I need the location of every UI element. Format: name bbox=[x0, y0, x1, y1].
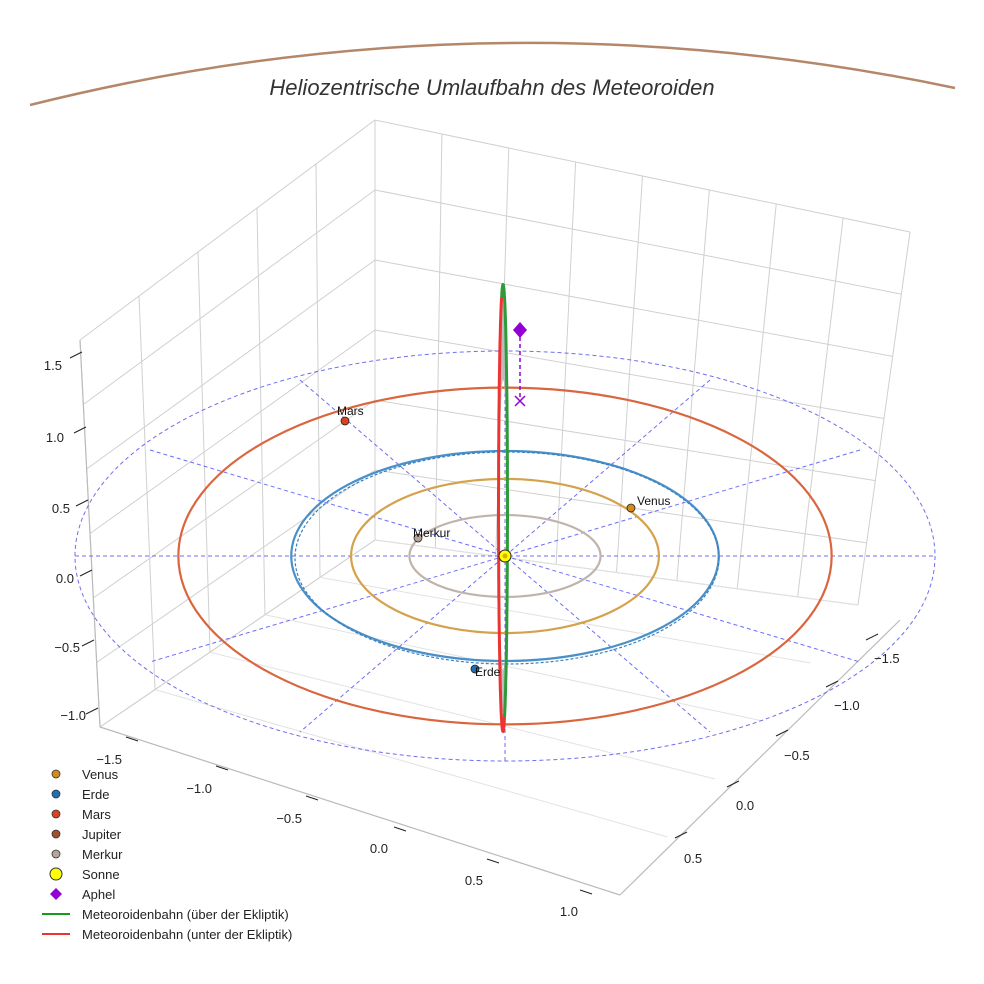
x-tick: −0.5 bbox=[276, 811, 302, 826]
x-tick: 1.0 bbox=[560, 904, 578, 919]
ecliptic-grid-line bbox=[299, 379, 711, 733]
planet-label-erde: Erde bbox=[475, 665, 501, 679]
aphel-marker bbox=[513, 322, 527, 338]
grid-line bbox=[96, 469, 376, 663]
y-tick: −0.5 bbox=[784, 748, 810, 763]
legend-label: Aphel bbox=[82, 887, 115, 902]
legend-marker bbox=[51, 789, 61, 799]
planet-mars bbox=[340, 416, 350, 426]
y-tick: 0.0 bbox=[736, 798, 754, 813]
planet-venus bbox=[626, 503, 636, 513]
legend-label: Sonne bbox=[82, 867, 120, 882]
z-tick-mark bbox=[75, 499, 89, 507]
grid-line bbox=[374, 259, 893, 357]
jupiter-orbit-arc bbox=[29, 41, 956, 107]
x-tick-mark bbox=[215, 765, 229, 771]
z-tick-mark bbox=[69, 351, 83, 359]
ecliptic-grid-line bbox=[299, 379, 711, 733]
legend-label: Meteoroidenbahn (über der Ekliptik) bbox=[82, 907, 289, 922]
meteoroid-orbit-above bbox=[500, 282, 509, 719]
y-axis-ticks: −1.5 −1.0 −0.5 0.0 0.5 bbox=[684, 651, 900, 866]
legend-label: Erde bbox=[82, 787, 109, 802]
z-axis-line bbox=[79, 339, 101, 728]
chart-title: Heliozentrische Umlaufbahn des Meteoroid… bbox=[269, 75, 714, 100]
x-tick-mark bbox=[393, 826, 407, 832]
z-tick: −0.5 bbox=[54, 640, 80, 655]
grid-line bbox=[374, 189, 902, 295]
y-tick-mark bbox=[674, 831, 688, 839]
plot-area: Venus Erde Mars Merkur bbox=[74, 282, 936, 762]
floor-grid-line bbox=[209, 651, 716, 780]
legend-marker bbox=[49, 867, 63, 881]
y-tick-mark bbox=[865, 633, 879, 641]
z-tick-mark bbox=[81, 639, 95, 647]
orbit-merkur bbox=[408, 513, 602, 599]
legend: Venus Erde Mars Jupiter Merkur Sonne Aphel Mete… bbox=[42, 767, 292, 942]
legend-label: Jupiter bbox=[82, 827, 122, 842]
z-tick-mark bbox=[79, 569, 93, 577]
legend-label: Merkur bbox=[82, 847, 123, 862]
y-tick: −1.0 bbox=[834, 698, 860, 713]
planet-label-merkur: Merkur bbox=[413, 526, 450, 540]
y-axis-line bbox=[619, 619, 901, 896]
legend-marker bbox=[51, 849, 61, 859]
orbit-venus bbox=[350, 477, 660, 635]
grid-line bbox=[86, 259, 376, 470]
legend-label: Venus bbox=[82, 767, 119, 782]
x-tick: −1.0 bbox=[186, 781, 212, 796]
x-tick-mark bbox=[486, 858, 500, 864]
legend-marker bbox=[51, 769, 61, 779]
y-tick-mark bbox=[726, 780, 740, 788]
grid-line bbox=[374, 119, 911, 233]
axis-panes bbox=[69, 119, 911, 896]
x-tick-mark bbox=[579, 889, 593, 895]
planet-label-mars: Mars bbox=[337, 404, 364, 418]
x-axis-line bbox=[99, 726, 621, 896]
z-tick: 1.5 bbox=[44, 358, 62, 373]
planet-label-venus: Venus bbox=[637, 494, 670, 508]
x-axis-ticks: −1.5 −1.0 −0.5 0.0 0.5 1.0 bbox=[96, 752, 578, 919]
floor-grid-line bbox=[374, 539, 859, 606]
grid-line bbox=[374, 329, 885, 419]
ecliptic-grid-line bbox=[149, 449, 861, 663]
z-tick: 0.5 bbox=[52, 501, 70, 516]
floor-grid-line bbox=[319, 576, 811, 664]
y-tick-mark bbox=[825, 680, 839, 688]
y-tick: −1.5 bbox=[874, 651, 900, 666]
grid-line bbox=[99, 539, 376, 728]
legend-marker bbox=[51, 829, 61, 839]
grid-line bbox=[79, 119, 376, 341]
planet-erde bbox=[470, 664, 480, 674]
legend-label: Meteoroidenbahn (unter der Ekliptik) bbox=[82, 927, 292, 942]
legend-marker bbox=[50, 888, 62, 900]
grid-line bbox=[93, 399, 376, 599]
planet-merkur bbox=[413, 533, 423, 543]
x-tick-mark bbox=[125, 736, 139, 742]
grid-line bbox=[83, 189, 376, 405]
legend-label: Mars bbox=[82, 807, 111, 822]
sun-core bbox=[502, 553, 508, 559]
legend-marker bbox=[51, 809, 61, 819]
grid-line bbox=[89, 329, 376, 534]
axis-ticks: 1.5 1.0 0.5 0.0 −0.5 −1.0 −1.5 −1.0 −0.5… bbox=[44, 358, 900, 919]
y-tick-mark bbox=[775, 729, 789, 737]
meteoroid-orbit-below bbox=[497, 297, 506, 734]
x-tick: 0.0 bbox=[370, 841, 388, 856]
ecliptic-grid-line bbox=[149, 449, 861, 663]
z-tick: 1.0 bbox=[46, 430, 64, 445]
x-tick-mark bbox=[305, 795, 319, 801]
z-tick: −1.0 bbox=[60, 708, 86, 723]
z-tick-mark bbox=[73, 426, 87, 434]
x-tick: 0.5 bbox=[465, 873, 483, 888]
z-tick: 0.0 bbox=[56, 571, 74, 586]
floor-grid-line bbox=[264, 614, 763, 722]
floor-grid-line bbox=[154, 689, 668, 838]
grid-line bbox=[374, 399, 876, 482]
x-tick: −1.5 bbox=[96, 752, 122, 767]
aphel-projection-marker bbox=[514, 395, 526, 407]
y-tick: 0.5 bbox=[684, 851, 702, 866]
z-tick-mark bbox=[85, 707, 99, 715]
z-axis-ticks: 1.5 1.0 0.5 0.0 −0.5 −1.0 bbox=[44, 358, 86, 723]
